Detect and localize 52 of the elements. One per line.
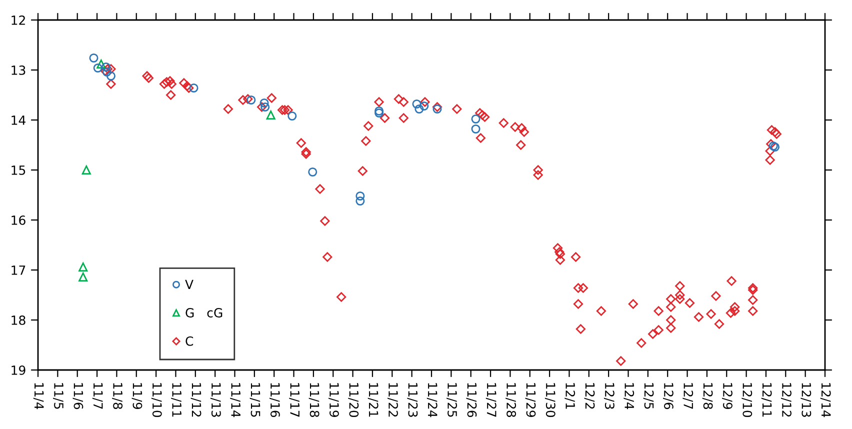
x-tick-label: 11/23 [407, 383, 418, 417]
x-tick-label: 11/14 [230, 383, 240, 418]
x-tick-label: 11/29 [525, 383, 536, 417]
y-tick-label: 18 [12, 315, 26, 325]
x-tick-label: 11/8 [112, 383, 123, 410]
y-tick-label: 17 [12, 266, 26, 275]
legend-label: G cG [186, 308, 222, 318]
x-tick-label: 12/10 [742, 383, 752, 417]
y-tick-label: 14 [12, 116, 26, 125]
y-tick-label: 13 [12, 65, 26, 75]
x-tick-label: 12/13 [800, 383, 812, 417]
x-tick-label: 11/28 [506, 383, 516, 417]
y-tick-label: 19 [12, 365, 26, 375]
x-tick-label: 11/13 [210, 383, 221, 417]
x-tick-label: 11/20 [348, 383, 359, 417]
x-tick-label: 12/3 [604, 383, 614, 409]
y-tick-label: 12 [12, 15, 25, 25]
x-tick-label: 12/4 [624, 383, 634, 410]
y-tick-label: 16 [12, 215, 26, 225]
x-tick-label: 11/18 [308, 383, 320, 417]
x-tick-label: 11/12 [190, 383, 202, 417]
x-tick-label: 11/16 [269, 383, 280, 418]
y-tick-label: 15 [12, 166, 26, 175]
x-tick-label: 11/27 [486, 383, 496, 417]
x-tick-label: 12/11 [761, 383, 772, 417]
x-tick-label: 12/2 [584, 383, 595, 409]
x-tick-label: 11/24 [426, 383, 438, 418]
x-tick-label: 11/11 [171, 383, 182, 417]
x-tick-label: 11/22 [388, 383, 398, 417]
x-tick-label: 12/8 [702, 383, 713, 410]
x-tick-label: 11/30 [544, 383, 556, 417]
x-tick-label: 12/1 [564, 383, 576, 409]
x-tick-label: 11/25 [446, 383, 458, 417]
x-tick-label: 12/14 [820, 383, 831, 418]
x-tick-label: 12/6 [662, 383, 674, 410]
x-tick-label: 11/4 [33, 383, 44, 410]
x-tick-label: 12/7 [682, 383, 694, 409]
x-tick-label: 11/21 [368, 383, 378, 417]
x-tick-label: 11/5 [53, 383, 64, 409]
x-tick-label: 11/19 [328, 383, 339, 417]
x-tick-label: 11/10 [151, 383, 162, 417]
x-tick-label: 11/15 [250, 383, 260, 417]
legend-label: C [186, 336, 194, 346]
x-tick-label: 11/26 [466, 383, 477, 418]
x-tick-label: 11/17 [289, 383, 300, 417]
x-tick-label: 12/5 [643, 383, 654, 409]
legend-label: V [185, 280, 194, 289]
x-tick-label: 12/9 [722, 383, 732, 409]
x-tick-label: 11/6 [72, 383, 84, 410]
x-tick-label: 11/9 [132, 383, 142, 409]
x-tick-label: 11/7 [92, 383, 103, 409]
x-tick-label: 12/12 [781, 383, 792, 417]
